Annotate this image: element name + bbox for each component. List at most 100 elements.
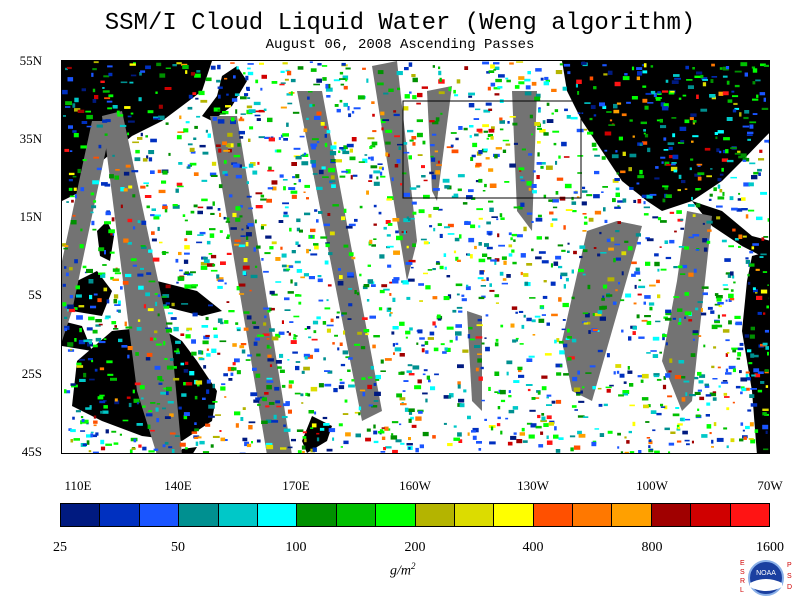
- cloud-pixel: [537, 162, 542, 165]
- cloud-pixel: [576, 84, 578, 88]
- cloud-pixel: [473, 436, 477, 440]
- cloud-pixel: [79, 359, 85, 361]
- cloud-pixel: [392, 218, 399, 222]
- cloud-pixel: [413, 212, 417, 215]
- cloud-pixel: [358, 95, 365, 99]
- cloud-pixel: [303, 431, 307, 433]
- cloud-pixel: [107, 374, 113, 376]
- cloud-pixel: [140, 70, 145, 72]
- cloud-pixel: [642, 397, 649, 400]
- cloud-pixel: [240, 117, 242, 120]
- cloud-pixel: [639, 279, 641, 281]
- y-tick-label: 55N: [6, 53, 42, 69]
- cloud-pixel: [764, 140, 770, 143]
- cloud-pixel: [743, 126, 750, 128]
- cloud-pixel: [487, 247, 493, 250]
- cloud-pixel: [572, 201, 577, 205]
- cloud-pixel: [645, 134, 648, 138]
- cloud-pixel: [549, 212, 553, 215]
- cloud-pixel: [267, 118, 273, 122]
- cloud-pixel: [663, 137, 666, 140]
- cloud-pixel: [496, 302, 499, 304]
- cloud-pixel: [482, 124, 489, 127]
- cloud-pixel: [378, 163, 383, 165]
- cloud-pixel: [193, 313, 198, 317]
- cloud-pixel: [91, 73, 93, 77]
- cloud-pixel: [94, 425, 97, 427]
- cloud-pixel: [307, 97, 310, 100]
- cloud-pixel: [91, 360, 93, 362]
- cloud-pixel: [186, 382, 192, 385]
- cloud-pixel: [428, 214, 431, 218]
- cloud-pixel: [462, 298, 467, 301]
- cloud-pixel: [727, 117, 733, 121]
- cloud-pixel: [293, 112, 299, 114]
- cloud-pixel: [387, 265, 391, 268]
- cloud-pixel: [339, 275, 343, 279]
- cloud-pixel: [237, 370, 241, 374]
- cloud-pixel: [365, 333, 369, 335]
- cloud-pixel: [76, 410, 81, 412]
- cloud-pixel: [279, 84, 284, 86]
- cloud-pixel: [629, 187, 633, 190]
- cloud-pixel: [534, 97, 540, 101]
- cloud-pixel: [662, 185, 668, 187]
- cloud-pixel: [637, 71, 642, 76]
- cloud-pixel: [277, 366, 282, 369]
- cloud-pixel: [196, 116, 200, 118]
- cloud-pixel: [246, 87, 250, 90]
- cloud-pixel: [90, 306, 96, 309]
- cloud-pixel: [148, 410, 152, 412]
- cloud-pixel: [655, 321, 660, 323]
- cloud-pixel: [113, 105, 118, 109]
- cloud-pixel: [206, 317, 209, 320]
- cloud-pixel: [196, 242, 202, 244]
- cloud-pixel: [187, 166, 191, 168]
- cloud-pixel: [159, 105, 163, 109]
- cloud-pixel: [189, 95, 193, 99]
- cloud-pixel: [614, 178, 620, 181]
- cloud-pixel: [652, 216, 658, 218]
- cloud-pixel: [715, 132, 718, 135]
- cloud-pixel: [637, 175, 644, 178]
- cloud-pixel: [121, 345, 127, 348]
- cloud-pixel: [371, 244, 376, 246]
- cloud-pixel: [106, 429, 109, 433]
- cloud-pixel: [632, 96, 638, 100]
- cloud-pixel: [498, 417, 501, 419]
- cloud-pixel: [603, 207, 606, 211]
- cloud-pixel: [129, 403, 132, 407]
- cloud-pixel: [324, 384, 331, 387]
- cloud-pixel: [747, 134, 753, 136]
- cloud-pixel: [760, 254, 766, 256]
- cloud-pixel: [310, 235, 312, 238]
- cloud-pixel: [201, 453, 206, 454]
- cloud-pixel: [613, 110, 619, 114]
- cloud-pixel: [623, 76, 630, 80]
- cloud-pixel: [462, 350, 468, 353]
- cloud-pixel: [324, 370, 330, 372]
- cloud-pixel: [272, 241, 277, 244]
- cloud-pixel: [752, 67, 755, 69]
- y-tick-label: 35N: [6, 131, 42, 147]
- colorbar-tick-label: 100: [266, 540, 326, 556]
- cloud-pixel: [656, 413, 661, 415]
- cloud-pixel: [342, 312, 347, 314]
- cloud-pixel: [203, 365, 206, 369]
- cloud-pixel: [438, 71, 441, 75]
- cloud-pixel: [250, 392, 257, 396]
- cloud-pixel: [540, 166, 543, 169]
- cloud-pixel: [328, 284, 332, 286]
- cloud-pixel: [325, 307, 331, 309]
- cloud-pixel: [351, 175, 353, 179]
- cloud-pixel: [192, 431, 198, 434]
- cloud-pixel: [220, 340, 227, 342]
- cloud-pixel: [726, 66, 729, 69]
- cloud-pixel: [184, 238, 187, 241]
- cloud-pixel: [457, 294, 460, 296]
- cloud-pixel: [436, 262, 440, 264]
- cloud-pixel: [332, 438, 334, 441]
- cloud-pixel: [168, 446, 172, 448]
- cloud-pixel: [489, 208, 494, 212]
- cloud-pixel: [738, 235, 742, 240]
